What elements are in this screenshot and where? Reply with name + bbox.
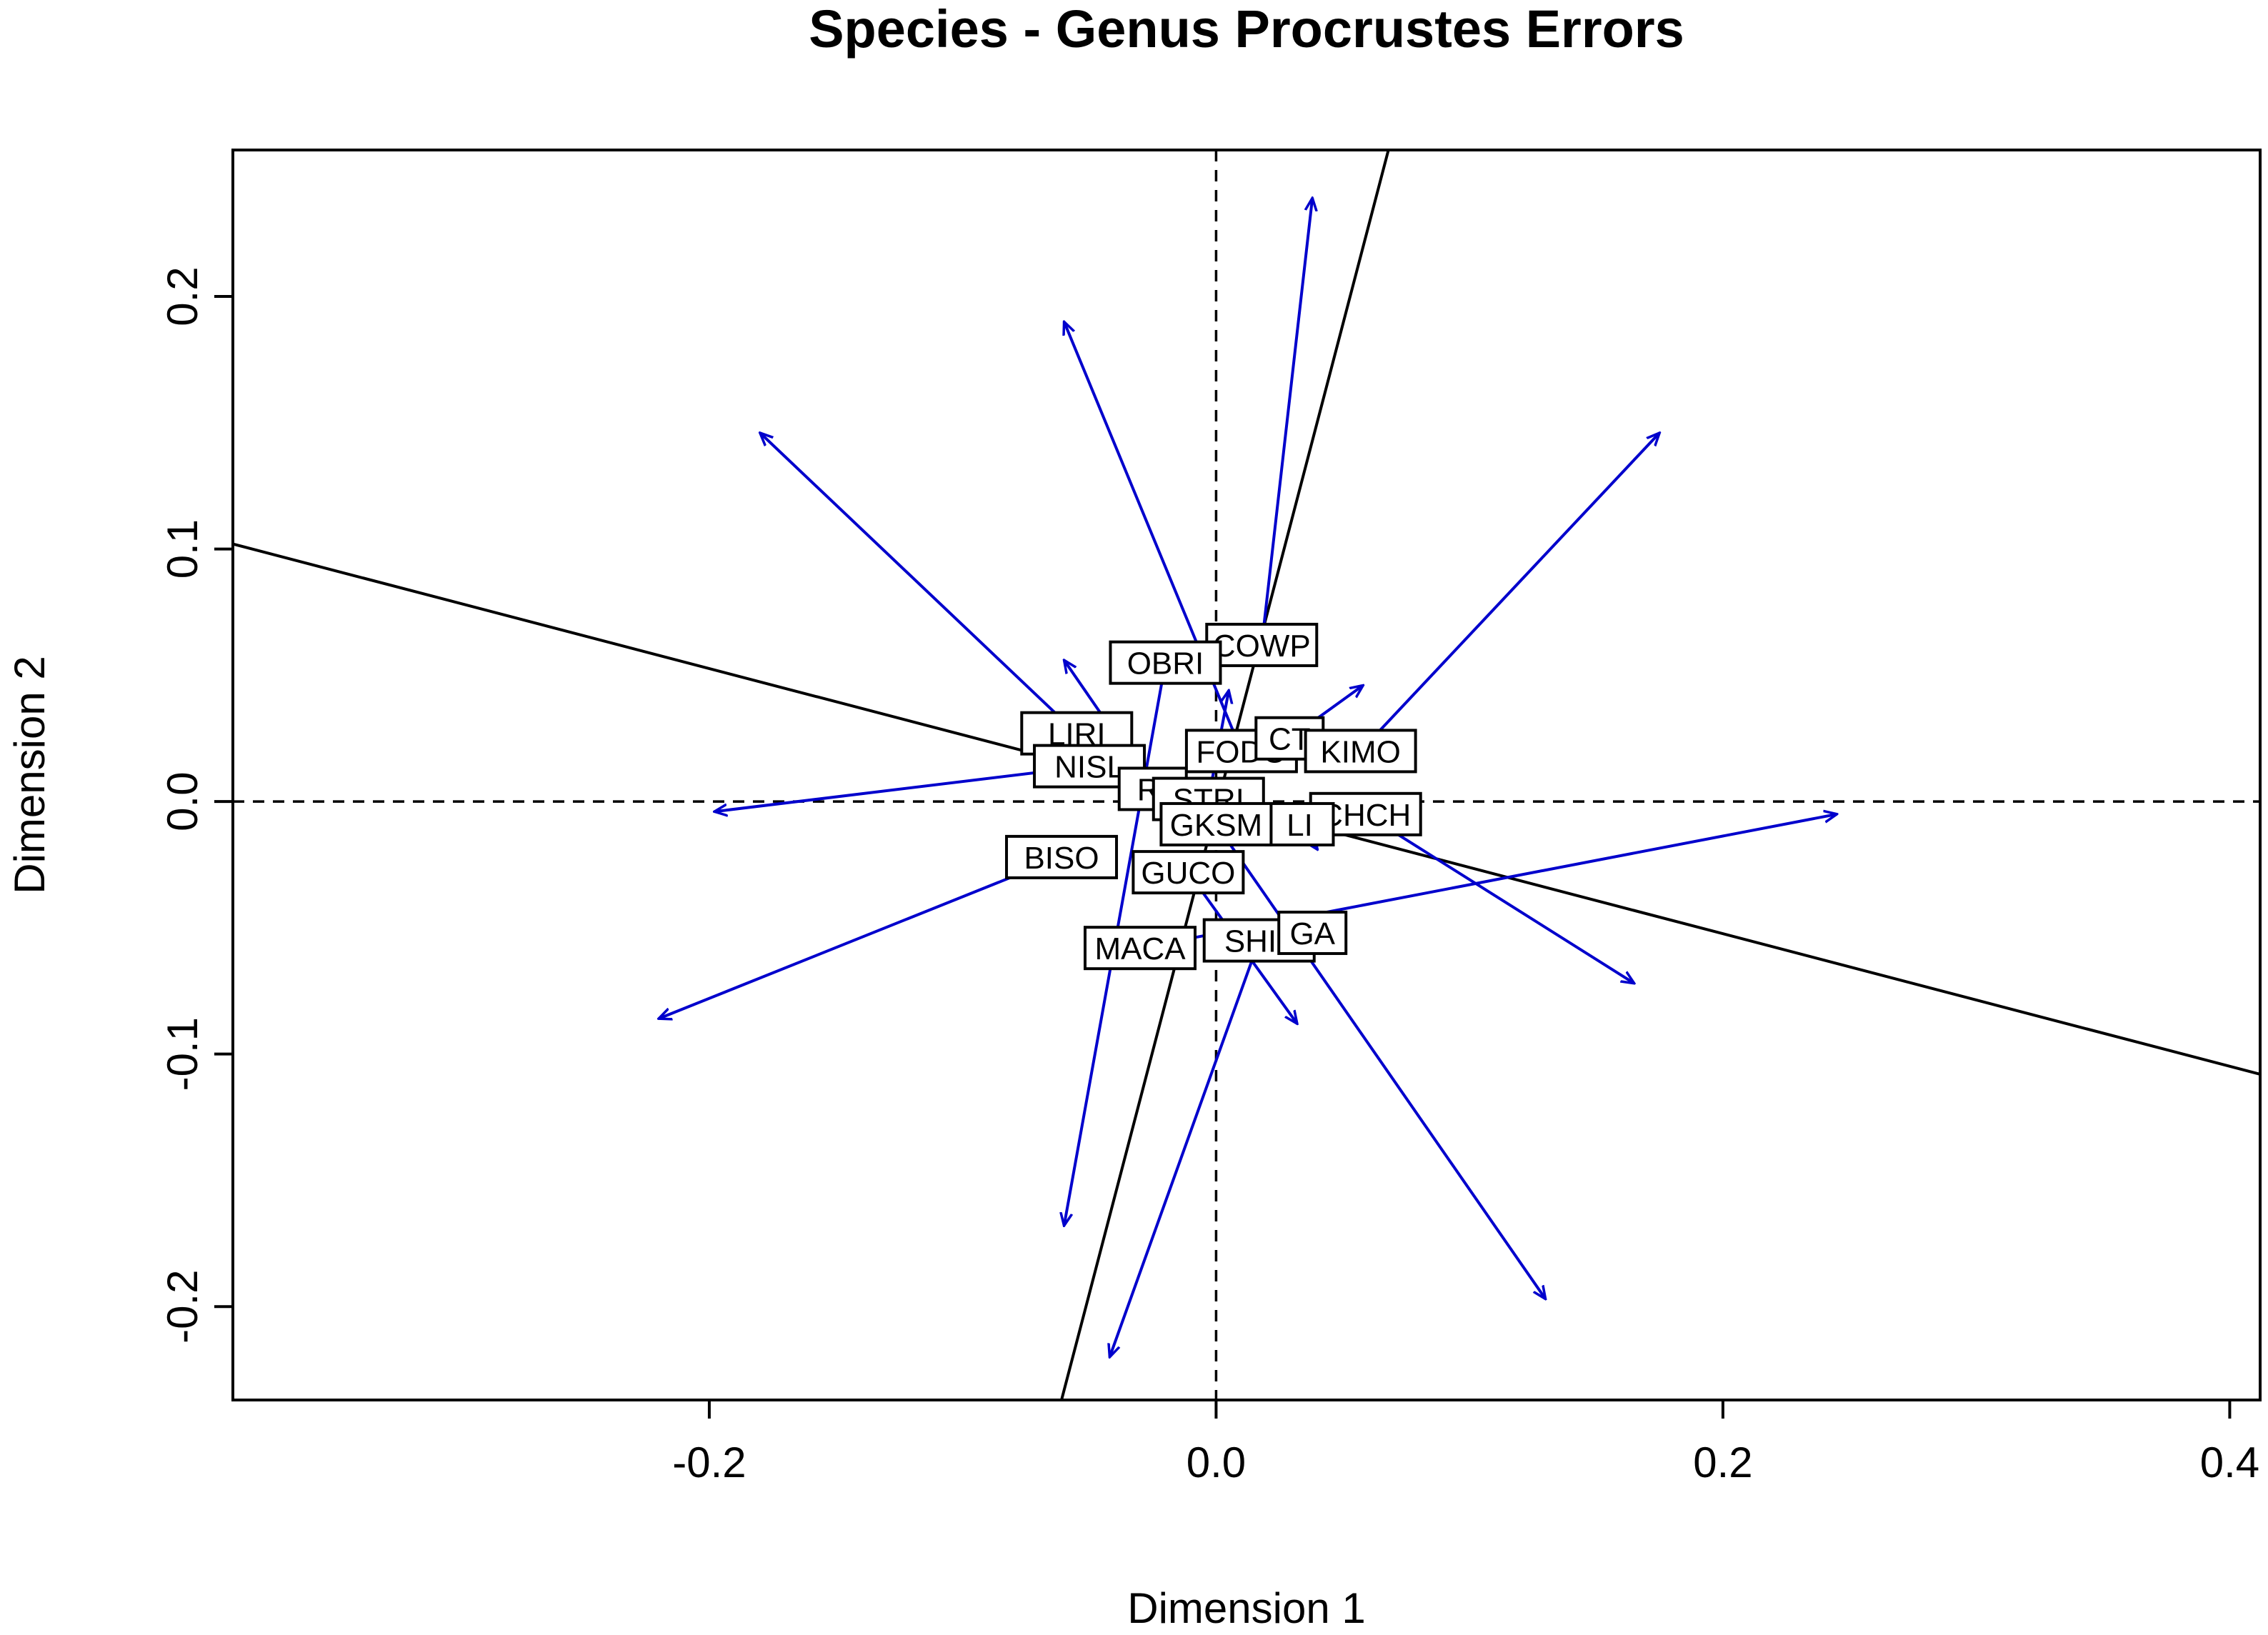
error-arrow-cowp (1260, 198, 1312, 646)
error-arrow-fodo (1064, 321, 1243, 752)
label-box (1277, 910, 1348, 955)
chart-title: Species - Genus Procrustes Errors (809, 0, 1684, 59)
label-box (1159, 801, 1273, 846)
point-label-ga: GA (1277, 910, 1348, 955)
y-tick-label: 0.2 (159, 266, 206, 326)
label-text: OBRI (1127, 646, 1204, 681)
error-arrow-liri (760, 433, 1078, 735)
label-box (1264, 801, 1335, 846)
label-box (1109, 640, 1222, 685)
error-arrow-gksm (1214, 823, 1545, 1299)
label-text: GKSM (1170, 808, 1263, 843)
x-tick-label: 0.2 (1693, 1439, 1752, 1486)
label-text: MACA (1094, 931, 1186, 966)
error-arrow-chch (1364, 813, 1634, 984)
label-text: GA (1289, 916, 1335, 951)
y-tick-label: -0.1 (159, 1017, 206, 1091)
y-axis-title: Dimension 2 (6, 656, 54, 894)
label-text: NISL (1054, 750, 1124, 785)
y-tick-label: 0.0 (159, 771, 206, 831)
label-box (1131, 850, 1245, 895)
point-label-guco: GUCO (1131, 850, 1245, 895)
plot-frame (231, 149, 2262, 1401)
error-arrow-kimo (1359, 433, 1660, 752)
x-tick-label: 0.0 (1187, 1439, 1246, 1486)
label-text: KIMO (1320, 734, 1400, 769)
label-box (1084, 926, 1197, 971)
x-axis-title: Dimension 1 (1127, 1584, 1366, 1632)
plot-area: COWPOBRILIRINISLRISTRIFODOCTKIMOCHCHLIGK… (231, 149, 2262, 1401)
point-label-li: LI (1264, 801, 1335, 846)
error-arrow-nisl (714, 764, 1090, 812)
label-text: CHCH (1320, 798, 1411, 833)
x-tick-label: 0.4 (2200, 1439, 2259, 1486)
point-label-gksm: GKSM (1159, 801, 1273, 846)
label-box (1005, 834, 1119, 879)
point-label-obri: OBRI (1109, 640, 1222, 685)
point-label-biso: BISO (1005, 834, 1119, 879)
label-text: BISO (1024, 841, 1099, 876)
label-text: CT (1269, 722, 1311, 757)
label-text: LI (1287, 808, 1313, 843)
rotation-line-2 (1060, 150, 1390, 1400)
y-tick-label: -0.2 (159, 1269, 206, 1343)
point-label-maca: MACA (1084, 926, 1197, 971)
point-label-kimo: KIMO (1304, 729, 1417, 774)
point-label-cowp: COWP (1205, 622, 1319, 667)
y-axis: -0.2 -0.1 0.0 0.1 0.2 (159, 266, 234, 1344)
error-arrow-shil (1109, 939, 1261, 1357)
x-tick-label: -0.2 (672, 1439, 746, 1486)
label-text: GUCO (1141, 856, 1235, 891)
y-tick-label: 0.1 (159, 519, 206, 579)
label-box (1304, 729, 1417, 774)
label-text: COWP (1213, 629, 1311, 664)
x-axis: -0.2 0.0 0.2 0.4 (672, 1399, 2259, 1486)
error-arrow-biso (659, 856, 1062, 1019)
